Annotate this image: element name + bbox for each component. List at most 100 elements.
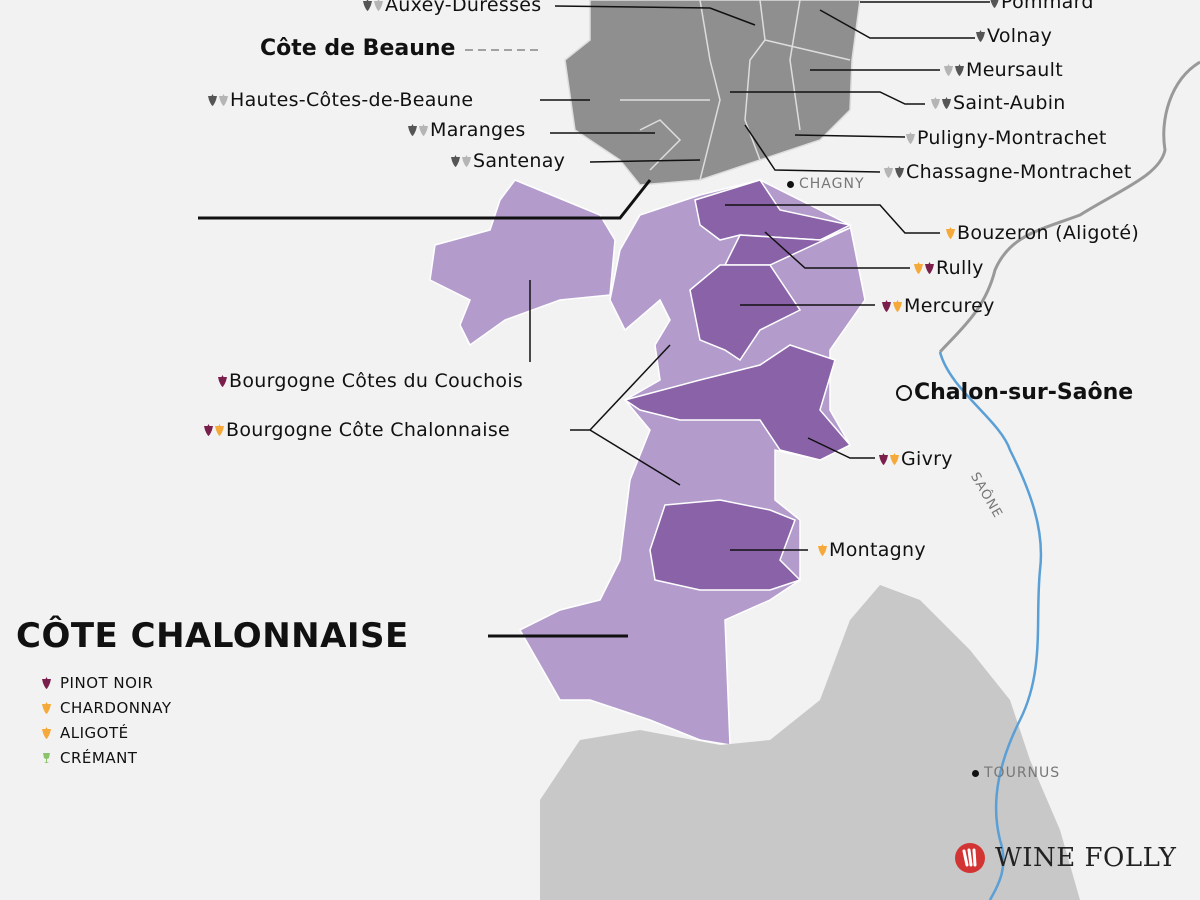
town-tournus: TOURNUS [972,765,1060,781]
river-upper [938,60,1200,354]
appellation-name: Bourgogne Côte Chalonnaise [226,419,511,441]
cote-chalonnaise-title: CÔTE CHALONNAISE [16,616,409,656]
appellation-label: Puligny-Montrachet [906,127,1107,149]
brand-name: WINE FOLLY [995,843,1177,873]
leader-lines [198,1,990,638]
wine-folly-logo-icon [955,843,985,873]
light-grape-icon [906,132,915,144]
appellation-name: Pommard [1001,0,1094,13]
appellation-label: Santenay [451,150,565,172]
dark-grape-icon [942,97,951,109]
pinot_noir-grape-icon [882,300,891,312]
appellation-label: Bouzeron (Aligoté) [946,222,1139,244]
legend-item: ALIGOTÉ [42,720,172,745]
appellation-name: Maranges [430,119,526,141]
pinot_noir-grape-icon [42,676,51,689]
dark-grape-icon [976,30,985,42]
saone-river [938,351,1043,900]
chardonnay-grape-icon [914,262,923,274]
light-grape-icon [931,97,940,109]
appellation-name: Bourgogne Côtes du Couchois [229,370,524,392]
appellation-name: Santenay [473,150,566,172]
appellation-label: Volnay [976,25,1052,47]
appellation-name: Bouzeron (Aligoté) [957,222,1140,244]
legend-item: PINOT NOIR [42,670,172,695]
appellation-label: Givry [879,448,953,470]
mercurey-area [689,264,802,362]
dark-grape-icon [208,94,217,106]
appellation-label: Maranges [408,119,526,141]
appellation-name: Rully [936,257,984,279]
town-dot [787,180,794,188]
light-grape-icon [419,124,428,136]
town-dot [972,769,979,777]
appellation-label: Pommard [990,0,1094,13]
wine-folly-logo: WINE FOLLY [955,843,1176,873]
appellation-label: Auxey-Duresses [363,0,542,16]
cote-de-beaune-title: Côte de Beaune [260,36,456,61]
legend-label: CRÉMANT [60,748,138,767]
appellation-label: Bourgogne Côte Chalonnaise [204,419,510,441]
chardonnay-grape-icon [215,424,224,436]
light-grape-icon [944,64,953,76]
appellation-label: Chassagne-Montrachet [884,161,1132,183]
appellation-label: Bourgogne Côtes du Couchois [218,370,523,392]
montagny-area [649,499,802,591]
dark-grape-icon [363,0,372,11]
dark-grape-icon [990,0,999,8]
appellation-label: Hautes-Côtes-de-Beaune [208,89,473,111]
maconnais-region [540,585,1080,900]
appellation-label: Saint-Aubin [931,92,1066,114]
appellation-name: Chassagne-Montrachet [906,161,1132,183]
town-chalon: Chalon-sur-Saône [896,380,1133,405]
appellation-name: Saint-Aubin [953,92,1066,114]
legend-label: CHARDONNAY [60,698,172,717]
city-marker-icon [896,384,912,401]
appellation-name: Montagny [829,539,926,561]
pinot_noir-grape-icon [925,262,934,274]
dark-grape-icon [895,166,904,178]
appellation-name: Puligny-Montrachet [917,127,1107,149]
appellation-name: Volnay [987,25,1053,47]
legend-label: ALIGOTÉ [60,723,129,742]
chardonnay-grape-icon [818,544,827,556]
dark-grape-icon [408,124,417,136]
appellation-label: Mercurey [882,295,995,317]
appellation-name: Hautes-Côtes-de-Beaune [230,89,474,111]
pinot_noir-grape-icon [204,424,213,436]
chardonnay-grape-icon [890,453,899,465]
light-grape-icon [374,0,383,11]
city-label: Chalon-sur-Saône [914,380,1134,405]
appellation-label: Montagny [818,539,926,561]
light-grape-icon [219,94,228,106]
appellation-name: Auxey-Duresses [385,0,542,16]
premier-appellations [623,179,853,591]
appellation-label: Meursault [944,59,1063,81]
aligote-grape-icon [946,227,955,239]
cremant-glass-icon [43,752,50,763]
chardonnay-grape-icon [893,300,902,312]
legend-item: CRÉMANT [42,745,172,770]
pinot_noir-grape-icon [218,375,227,387]
town-label: CHAGNY [799,176,865,192]
town-label: TOURNUS [984,765,1061,781]
pinot_noir-grape-icon [879,453,888,465]
town-chagny: CHAGNY [787,176,865,192]
light-grape-icon [884,166,893,178]
dark-grape-icon [451,155,460,167]
chardonnay-grape-icon [42,701,51,714]
legend: PINOT NOIR CHARDONNAY ALIGOTÉ CRÉMANT [42,670,172,770]
legend-item: CHARDONNAY [42,695,172,720]
dark-grape-icon [955,64,964,76]
appellation-name: Meursault [966,59,1063,81]
givry-area [623,344,852,461]
couchois-region [429,179,616,347]
appellation-name: Mercurey [904,295,995,317]
appellation-label: Rully [914,257,984,279]
appellation-name: Givry [901,448,953,470]
rully-area [723,227,851,266]
aligote-grape-icon [42,726,51,739]
legend-label: PINOT NOIR [60,673,154,692]
light-grape-icon [462,155,471,167]
